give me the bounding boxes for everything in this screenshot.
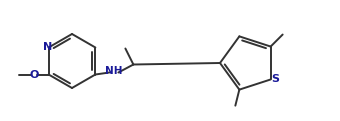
Text: NH: NH (105, 67, 122, 76)
Text: O: O (30, 69, 39, 79)
Text: N: N (43, 42, 52, 52)
Text: S: S (272, 74, 280, 84)
